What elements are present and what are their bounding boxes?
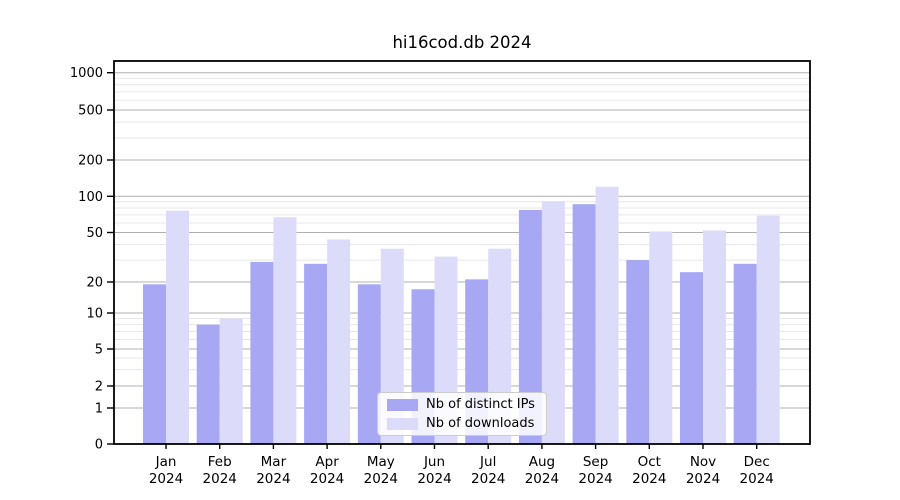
legend: Nb of distinct IPs Nb of downloads xyxy=(377,392,547,436)
y-tick-label: 10 xyxy=(86,307,103,322)
bar-dec-distinct-ips xyxy=(733,263,757,444)
legend-label-downloads: Nb of downloads xyxy=(426,415,535,431)
bar-feb-distinct-ips xyxy=(196,324,220,444)
y-tick-label: 500 xyxy=(78,104,103,119)
bar-aug-downloads xyxy=(541,201,565,444)
x-tick-label-month: May xyxy=(367,454,395,470)
y-tick-label: 200 xyxy=(78,154,103,169)
legend-swatch-distinct-ips xyxy=(387,398,418,411)
y-tick-label: 1 xyxy=(95,402,103,417)
legend-item-distinct-ips: Nb of distinct IPs xyxy=(378,397,546,413)
x-tick-label-year: 2024 xyxy=(149,471,183,487)
bar-dec-downloads xyxy=(756,215,780,444)
bar-apr-downloads xyxy=(327,239,351,444)
legend-label-distinct-ips: Nb of distinct IPs xyxy=(426,396,535,412)
x-tick-label-month: Feb xyxy=(208,454,232,470)
x-tick-label-year: 2024 xyxy=(471,471,505,487)
y-tick-label: 0 xyxy=(95,438,103,453)
x-tick-label-year: 2024 xyxy=(740,471,774,487)
x-tick-label-month: Oct xyxy=(638,454,661,470)
bar-sep-distinct-ips xyxy=(572,204,596,444)
x-tick-label-year: 2024 xyxy=(686,471,720,487)
chart-title: hi16cod.db 2024 xyxy=(392,33,532,52)
bar-oct-downloads xyxy=(649,231,673,444)
x-tick-label-year: 2024 xyxy=(632,471,666,487)
bar-aug-distinct-ips xyxy=(518,209,542,444)
bar-nov-distinct-ips xyxy=(680,272,703,444)
x-tick-label-year: 2024 xyxy=(256,471,290,487)
x-tick-label-year: 2024 xyxy=(203,471,237,487)
bar-mar-distinct-ips xyxy=(250,261,274,444)
bar-oct-distinct-ips xyxy=(626,260,650,444)
bar-nov-downloads xyxy=(703,230,726,444)
x-tick-label-month: Dec xyxy=(744,454,770,470)
x-tick-label-month: Apr xyxy=(315,454,339,470)
y-tick-label: 1000 xyxy=(70,66,103,81)
bar-sep-downloads xyxy=(595,186,619,445)
y-tick-label: 100 xyxy=(78,190,103,205)
x-tick-label-month: Aug xyxy=(529,454,555,470)
x-tick-label-month: Jul xyxy=(479,454,496,470)
x-tick-label-year: 2024 xyxy=(310,471,344,487)
x-tick-label-month: Mar xyxy=(261,454,287,470)
x-tick-label-month: Jun xyxy=(423,454,445,470)
plot-border xyxy=(113,60,811,445)
x-tick-label-month: Sep xyxy=(583,454,608,470)
x-tick-label-year: 2024 xyxy=(578,471,612,487)
x-tick-label-month: Jan xyxy=(155,454,177,470)
x-tick-label-year: 2024 xyxy=(525,471,559,487)
x-tick-label-year: 2024 xyxy=(364,471,398,487)
y-tick-label: 20 xyxy=(86,276,103,291)
y-tick-label: 5 xyxy=(95,343,103,358)
bar-jan-distinct-ips xyxy=(143,284,166,444)
bar-feb-downloads xyxy=(219,318,243,444)
bar-mar-downloads xyxy=(273,217,297,444)
y-tick-label: 2 xyxy=(95,380,103,395)
bar-apr-distinct-ips xyxy=(304,263,328,444)
bar-jan-downloads xyxy=(166,210,189,444)
y-tick-label: 50 xyxy=(86,226,103,241)
x-tick-label-month: Nov xyxy=(690,454,716,470)
legend-item-downloads: Nb of downloads xyxy=(378,416,546,432)
legend-swatch-downloads xyxy=(387,417,418,430)
x-tick-label-year: 2024 xyxy=(417,471,451,487)
bar-may-distinct-ips xyxy=(357,284,381,444)
